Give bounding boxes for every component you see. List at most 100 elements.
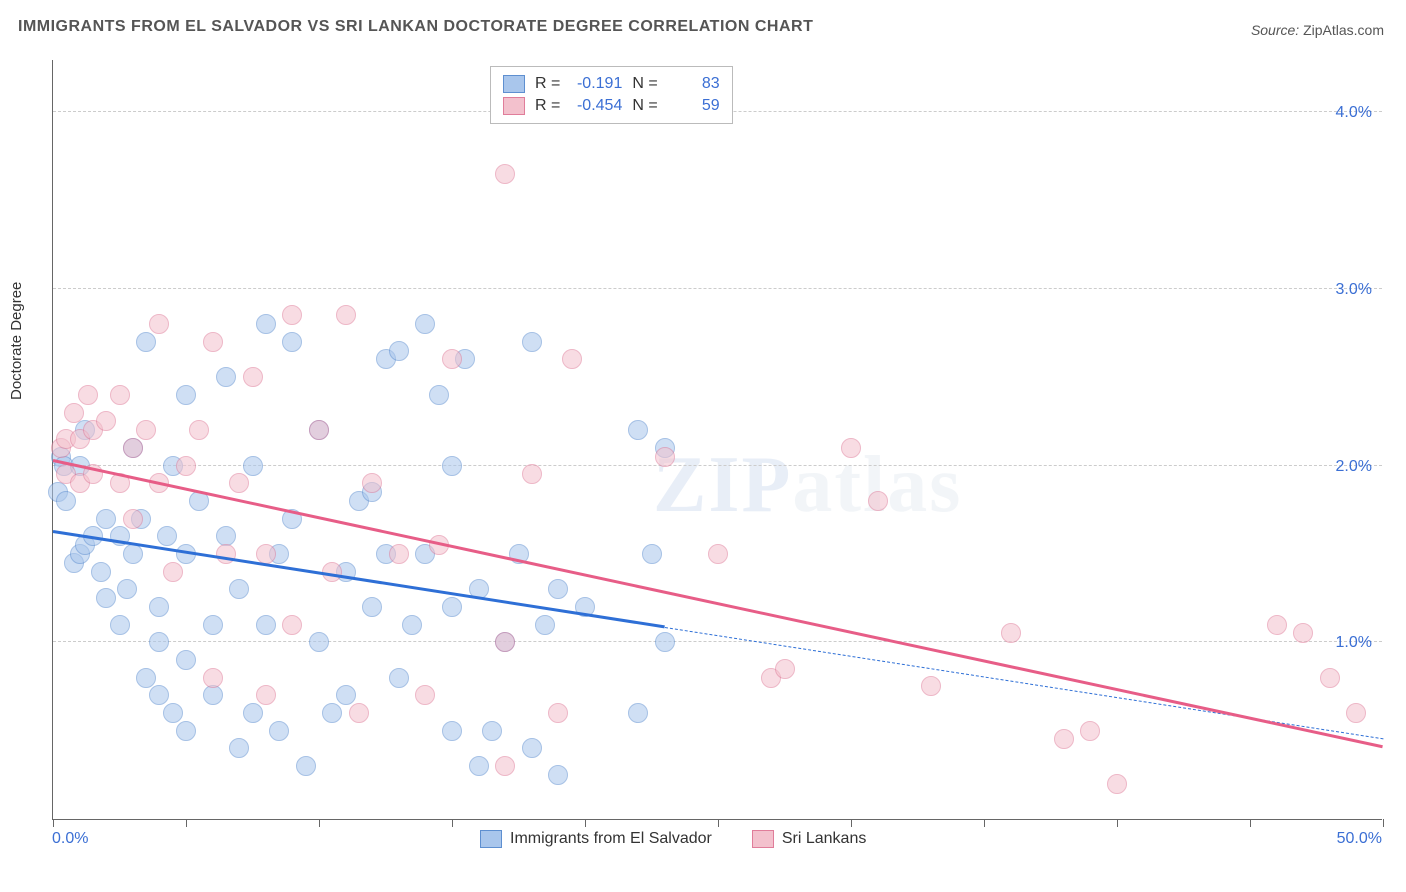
data-point	[495, 756, 515, 776]
data-point	[548, 765, 568, 785]
n-value-series1: 83	[668, 75, 720, 93]
legend-label-series2: Sri Lankans	[782, 830, 867, 848]
data-point	[243, 367, 263, 387]
data-point	[176, 385, 196, 405]
data-point	[176, 721, 196, 741]
legend-item-series1: Immigrants from El Salvador	[480, 830, 712, 848]
y-tick-label: 1.0%	[1336, 634, 1372, 652]
trend-line	[53, 530, 665, 628]
data-point	[203, 685, 223, 705]
data-point	[229, 473, 249, 493]
legend-swatch-series1	[480, 830, 502, 848]
data-point	[123, 438, 143, 458]
data-point	[256, 615, 276, 635]
chart-title: IMMIGRANTS FROM EL SALVADOR VS SRI LANKA…	[18, 18, 813, 36]
data-point	[429, 385, 449, 405]
x-tick	[984, 819, 985, 827]
data-point	[136, 332, 156, 352]
x-tick	[1117, 819, 1118, 827]
r-value-series2: -0.454	[570, 97, 622, 115]
data-point	[149, 597, 169, 617]
data-point	[522, 464, 542, 484]
data-point	[203, 332, 223, 352]
data-point	[442, 721, 462, 741]
data-point	[110, 615, 130, 635]
data-point	[216, 367, 236, 387]
x-tick-label-min: 0.0%	[52, 830, 88, 848]
r-value-series1: -0.191	[570, 75, 622, 93]
x-tick	[1383, 819, 1384, 827]
data-point	[389, 668, 409, 688]
data-point	[149, 314, 169, 334]
x-tick	[1250, 819, 1251, 827]
data-point	[176, 650, 196, 670]
x-tick-label-max: 50.0%	[1337, 830, 1382, 848]
x-tick	[452, 819, 453, 827]
data-point	[56, 491, 76, 511]
data-point	[442, 349, 462, 369]
data-point	[1001, 623, 1021, 643]
r-label: R =	[535, 75, 560, 93]
scatter-plot-area: ZIPatlas 1.0%2.0%3.0%4.0%	[52, 60, 1382, 820]
source-attribution: Source: ZipAtlas.com	[1251, 22, 1384, 38]
data-point	[415, 314, 435, 334]
data-point	[442, 456, 462, 476]
source-value: ZipAtlas.com	[1303, 22, 1384, 38]
y-tick-label: 4.0%	[1336, 104, 1372, 122]
x-tick	[53, 819, 54, 827]
data-point	[562, 349, 582, 369]
data-point	[868, 491, 888, 511]
swatch-series1	[503, 75, 525, 93]
data-point	[548, 579, 568, 599]
data-point	[628, 420, 648, 440]
data-point	[243, 703, 263, 723]
data-point	[309, 632, 329, 652]
data-point	[203, 668, 223, 688]
data-point	[708, 544, 728, 564]
data-point	[775, 659, 795, 679]
x-tick	[186, 819, 187, 827]
data-point	[548, 703, 568, 723]
stats-row-series2: R = -0.454 N = 59	[503, 95, 720, 117]
data-point	[296, 756, 316, 776]
data-point	[176, 456, 196, 476]
data-point	[229, 738, 249, 758]
x-tick	[851, 819, 852, 827]
data-point	[157, 526, 177, 546]
data-point	[149, 685, 169, 705]
data-point	[136, 420, 156, 440]
legend-label-series1: Immigrants from El Salvador	[510, 830, 712, 848]
data-point	[322, 703, 342, 723]
n-label: N =	[632, 97, 657, 115]
data-point	[163, 703, 183, 723]
data-point	[1080, 721, 1100, 741]
data-point	[389, 341, 409, 361]
data-point	[362, 473, 382, 493]
y-tick-label: 3.0%	[1336, 281, 1372, 299]
data-point	[482, 721, 502, 741]
data-point	[442, 597, 462, 617]
data-point	[349, 703, 369, 723]
data-point	[96, 411, 116, 431]
data-point	[1107, 774, 1127, 794]
data-point	[163, 562, 183, 582]
data-point	[535, 615, 555, 635]
data-point	[189, 420, 209, 440]
watermark-light: atlas	[792, 441, 962, 529]
data-point	[117, 579, 137, 599]
data-point	[1293, 623, 1313, 643]
n-label: N =	[632, 75, 657, 93]
data-point	[495, 164, 515, 184]
data-point	[336, 305, 356, 325]
data-point	[64, 403, 84, 423]
data-point	[655, 632, 675, 652]
data-point	[522, 332, 542, 352]
data-point	[282, 332, 302, 352]
data-point	[1320, 668, 1340, 688]
data-point	[256, 544, 276, 564]
data-point	[96, 588, 116, 608]
n-value-series2: 59	[668, 97, 720, 115]
data-point	[203, 615, 223, 635]
x-tick	[718, 819, 719, 827]
watermark: ZIPatlas	[653, 440, 962, 531]
